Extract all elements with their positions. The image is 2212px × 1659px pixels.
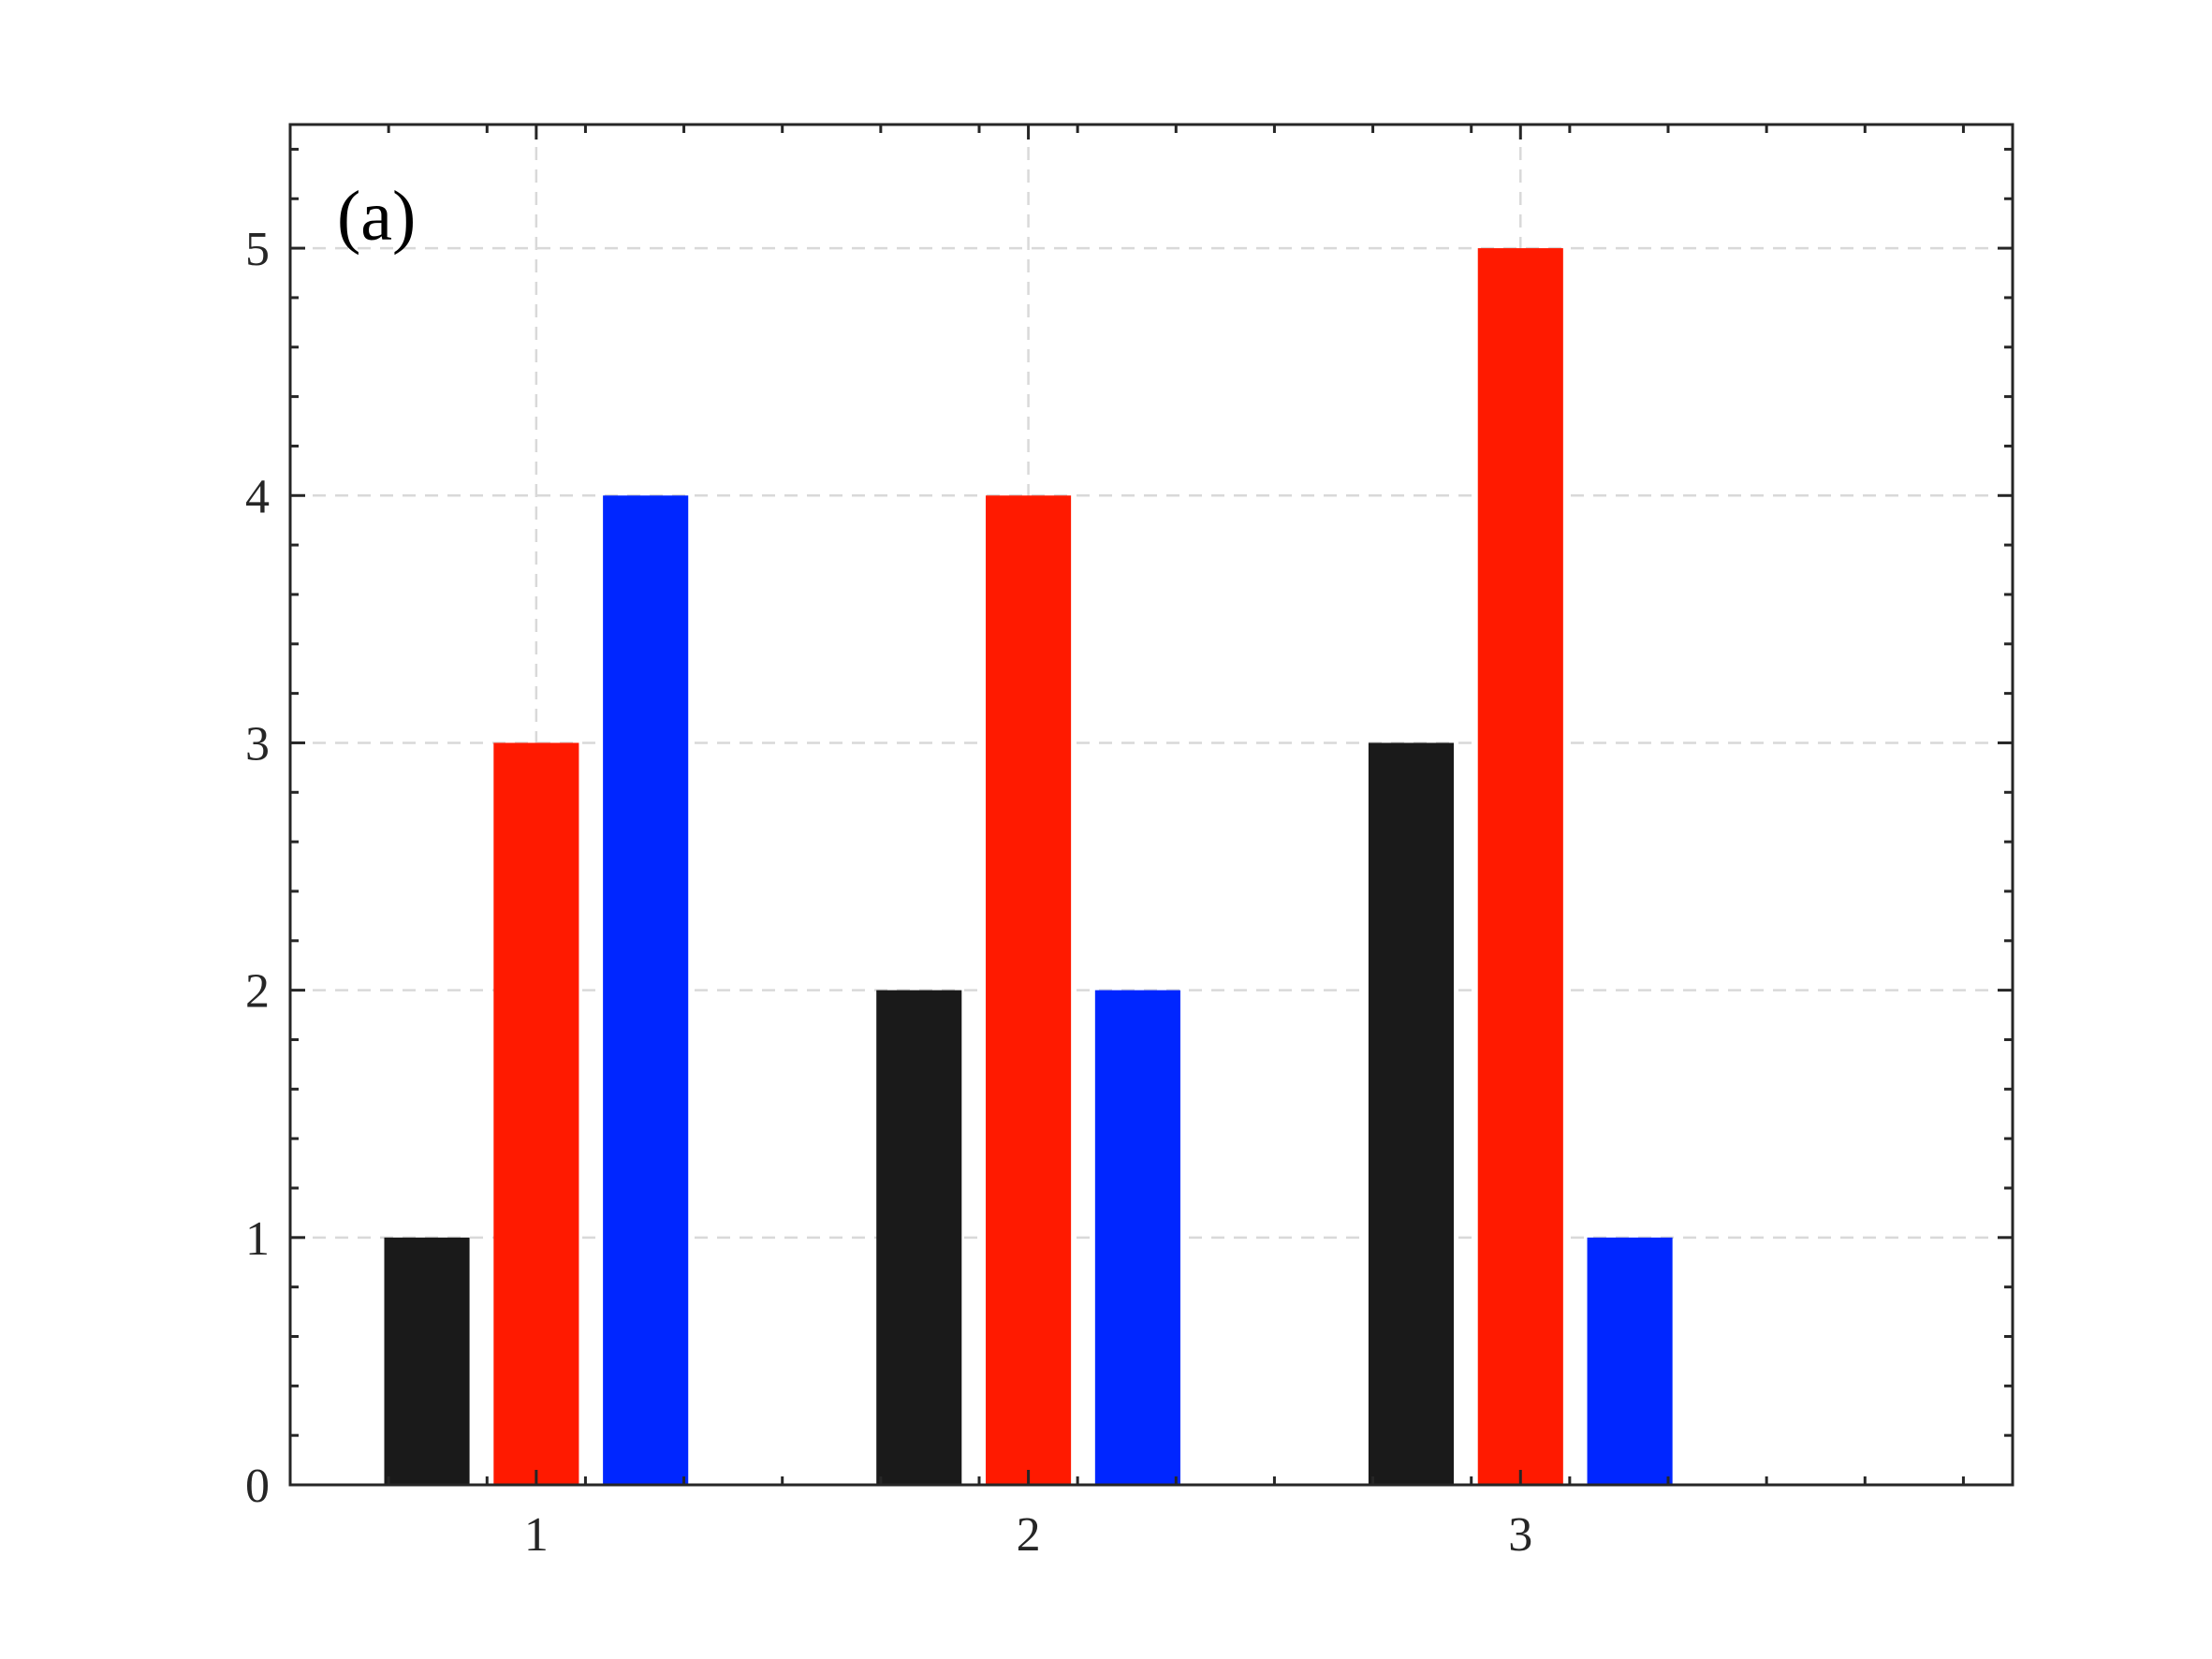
tick-layer (290, 125, 2013, 1487)
bar-layer (384, 248, 1673, 1485)
x-tick-label: 1 (524, 1508, 549, 1562)
y-tick-label: 5 (245, 223, 270, 276)
bar-series2-cat1 (493, 742, 579, 1485)
y-tick-label: 0 (245, 1460, 270, 1513)
bar-series2-cat3 (1477, 248, 1563, 1485)
bar-series3-cat1 (603, 495, 689, 1485)
bar-series1-cat2 (876, 990, 962, 1485)
y-tick-label: 1 (245, 1212, 270, 1266)
axes-frame (288, 123, 2014, 1487)
x-tick-label: 2 (1017, 1508, 1041, 1562)
bar-series1-cat1 (384, 1237, 470, 1485)
bar-series2-cat2 (986, 495, 1072, 1485)
panel-label: (a) (337, 177, 416, 256)
y-tick-label: 2 (245, 965, 270, 1019)
bar-series3-cat3 (1587, 1237, 1673, 1485)
y-tick-label: 4 (245, 470, 270, 523)
x-tick-label: 3 (1508, 1508, 1532, 1562)
bar-series1-cat3 (1368, 742, 1455, 1485)
bar-series3-cat2 (1094, 990, 1180, 1485)
y-tick-label: 3 (245, 717, 270, 771)
label-layer: 0 1 2 3 4 5 1 2 3 (245, 223, 1532, 1562)
